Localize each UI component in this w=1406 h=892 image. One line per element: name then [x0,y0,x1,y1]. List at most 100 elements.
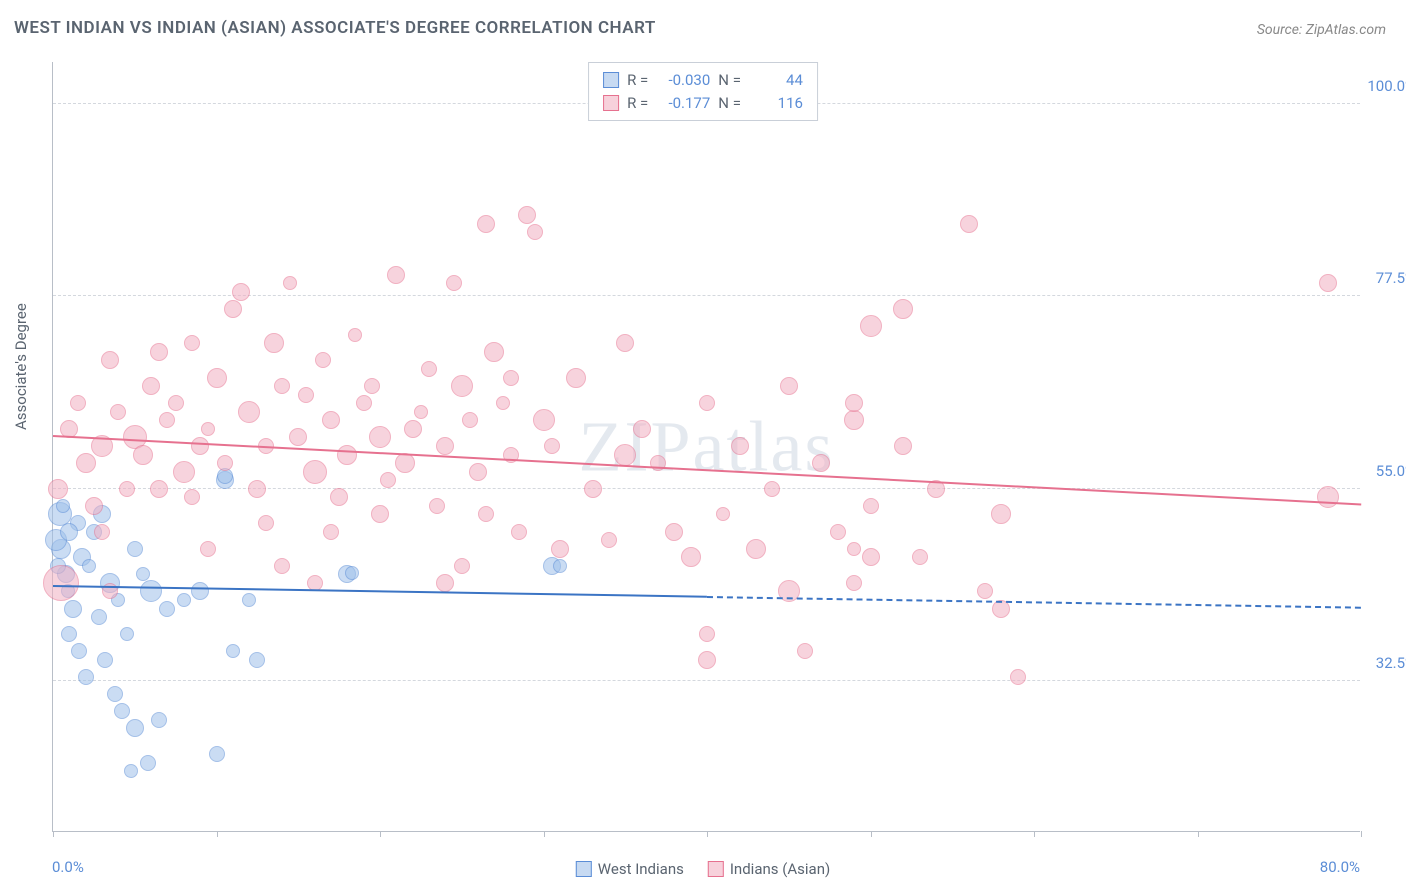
data-point [764,481,780,497]
data-point [97,652,113,668]
data-point [323,524,339,540]
y-tick-label: 32.5% [1376,654,1406,672]
data-point [436,574,454,592]
source-name: ZipAtlas.com [1306,22,1386,38]
data-point [614,444,636,466]
data-point [345,566,359,580]
data-point [780,377,798,395]
data-point [70,395,86,411]
data-point [894,437,912,455]
scatter-plot-area: ZIPatlas 32.5%55.0%77.5%100.0% [52,62,1360,832]
r-label: R = [627,69,648,92]
data-point [616,334,634,352]
x-tick [53,831,54,837]
data-point [551,540,569,558]
data-point [322,411,340,429]
data-point [283,276,297,290]
data-point [429,498,445,514]
data-point [248,480,266,498]
y-tick-label: 100.0% [1367,77,1406,95]
stats-swatch [603,72,619,88]
data-point [977,583,993,599]
data-point [503,370,519,386]
data-point [303,460,327,484]
data-point [421,361,437,377]
x-tick [707,831,708,837]
n-label: N = [718,69,741,92]
x-tick [217,831,218,837]
data-point [478,506,494,522]
data-point [142,377,160,395]
stats-row: R =-0.177N =116 [603,92,803,115]
data-point [1319,274,1337,292]
data-point [436,437,454,455]
legend-bottom: West IndiansIndians (Asian) [576,860,830,878]
data-point [533,409,555,431]
data-point [746,539,766,559]
data-point [348,328,362,342]
data-point [553,559,567,573]
data-point [249,652,265,668]
data-point [56,499,70,513]
data-point [114,703,130,719]
data-point [184,489,200,505]
data-point [120,627,134,641]
data-point [812,454,830,472]
data-point [315,352,331,368]
data-point [698,651,716,669]
data-point [862,548,880,566]
data-point [94,524,110,540]
y-axis-label: Associate's Degree [12,303,30,430]
data-point [544,438,560,454]
data-point [78,669,94,685]
data-point [844,410,864,430]
data-point [150,343,168,361]
data-point [584,480,602,498]
data-point [912,549,928,565]
data-point [601,532,617,548]
data-point [43,565,79,601]
trend-line [707,596,1361,609]
n-value: 116 [749,92,803,115]
data-point [274,558,290,574]
data-point [101,351,119,369]
data-point [518,206,536,224]
r-value: -0.030 [656,69,710,92]
stats-swatch [603,95,619,111]
legend-swatch [708,861,724,877]
data-point [226,644,240,658]
data-point [716,507,730,521]
data-point [484,342,504,362]
data-point [527,224,543,240]
data-point [258,515,274,531]
data-point [159,601,175,617]
data-point [264,333,284,353]
data-point [127,541,143,557]
data-point [633,420,651,438]
data-point [477,215,495,233]
data-point [184,335,200,351]
data-point [380,472,396,488]
data-point [395,453,415,473]
data-point [209,746,225,762]
data-point [451,375,473,397]
data-point [991,504,1011,524]
legend-item: West Indians [576,860,684,878]
data-point [893,299,913,319]
legend-swatch [576,861,592,877]
data-point [238,401,260,423]
data-point [699,395,715,411]
data-point [107,686,123,702]
data-point [364,378,380,394]
data-point [82,559,96,573]
data-point [207,368,227,388]
data-point [665,523,683,541]
data-point [496,396,510,410]
data-point [191,582,209,600]
data-point [369,426,391,448]
data-point [414,405,428,419]
chart-title: WEST INDIAN VS INDIAN (ASIAN) ASSOCIATE'… [14,18,656,38]
data-point [1317,486,1339,508]
r-value: -0.177 [656,92,710,115]
y-tick-label: 55.0% [1376,462,1406,480]
